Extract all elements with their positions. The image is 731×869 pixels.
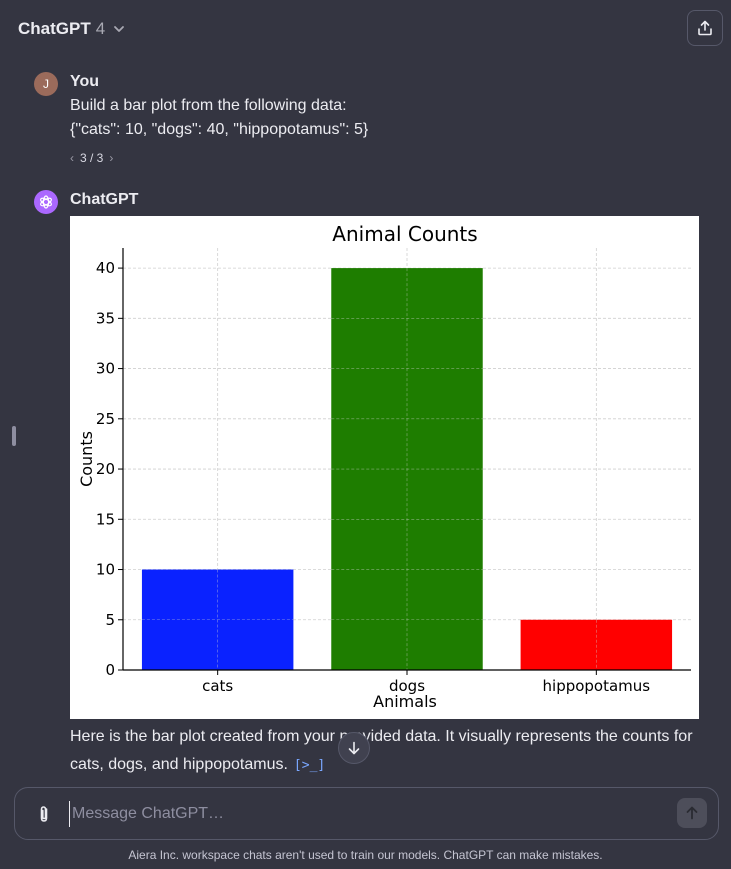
x-tick-label-cats: cats bbox=[202, 677, 233, 695]
y-tick-label: 0 bbox=[105, 661, 115, 679]
chevron-right-icon[interactable]: › bbox=[109, 151, 114, 165]
user-avatar: J bbox=[34, 72, 58, 96]
chatgpt-avatar bbox=[34, 190, 58, 214]
user-message-line-1: Build a bar plot from the following data… bbox=[70, 97, 347, 114]
user-avatar-initial: J bbox=[43, 77, 49, 91]
share-button[interactable] bbox=[687, 10, 723, 46]
pager-count: 3 / 3 bbox=[80, 151, 104, 165]
y-tick-label: 40 bbox=[96, 259, 115, 277]
send-button[interactable] bbox=[677, 798, 707, 828]
model-version: 4 bbox=[95, 19, 106, 38]
view-analysis-link[interactable]: [>_] bbox=[293, 758, 326, 773]
chart-title: Animal Counts bbox=[332, 222, 477, 246]
paperclip-icon bbox=[40, 806, 48, 822]
reply-line-1: Here is the bar plot created from your p… bbox=[70, 728, 693, 745]
y-tick-label: 25 bbox=[96, 410, 115, 428]
x-tick-label-hippopotamus: hippopotamus bbox=[543, 677, 651, 695]
sidebar-toggle-handle[interactable] bbox=[12, 426, 16, 446]
model-switcher[interactable]: ChatGPT 4 bbox=[18, 17, 126, 41]
y-tick-label: 15 bbox=[96, 510, 115, 528]
share-icon bbox=[698, 20, 712, 36]
chevron-down-icon bbox=[114, 26, 125, 32]
y-tick-label: 20 bbox=[96, 460, 115, 478]
bar-chart: 0 5 10 15 20 25 30 35 40 cats dogs hippopotamus Anim… bbox=[77, 222, 691, 711]
arrow-down-icon bbox=[348, 741, 360, 755]
scroll-down-button[interactable] bbox=[338, 732, 370, 764]
bar-chart-image: 0 5 10 15 20 25 30 35 40 cats dogs hippopotamus Anim… bbox=[70, 216, 699, 719]
message-version-pager: ‹ 3 / 3 › bbox=[70, 150, 113, 166]
header: ChatGPT 4 bbox=[0, 0, 731, 58]
reply-line-2-text: cats, dogs, and hippopotamus. bbox=[70, 756, 288, 773]
x-axis-label: Animals bbox=[373, 692, 437, 711]
openai-logo-icon bbox=[40, 195, 52, 209]
y-tick-label: 30 bbox=[96, 360, 115, 378]
user-message-line-2: {"cats": 10, "dogs": 40, "hippopotamus":… bbox=[70, 121, 369, 138]
message-composer bbox=[14, 787, 719, 840]
disclaimer-text: Aiera Inc. workspace chats aren't used t… bbox=[128, 848, 603, 862]
user-author-label: You bbox=[70, 73, 100, 90]
model-name: ChatGPT bbox=[18, 19, 91, 38]
chevron-left-icon[interactable]: ‹ bbox=[70, 151, 74, 165]
reply-line-2: cats, dogs, and hippopotamus. [>_] bbox=[70, 756, 325, 774]
y-axis-label: Counts bbox=[77, 431, 96, 487]
attach-button[interactable] bbox=[33, 803, 55, 825]
chatgpt-author-label: ChatGPT bbox=[70, 191, 139, 208]
y-tick-label: 35 bbox=[96, 309, 115, 327]
y-tick-label: 5 bbox=[105, 611, 115, 629]
y-tick-label: 10 bbox=[96, 561, 115, 579]
message-input[interactable] bbox=[69, 801, 669, 827]
arrow-up-icon bbox=[686, 806, 698, 820]
x-tick-label-dogs: dogs bbox=[389, 677, 425, 695]
